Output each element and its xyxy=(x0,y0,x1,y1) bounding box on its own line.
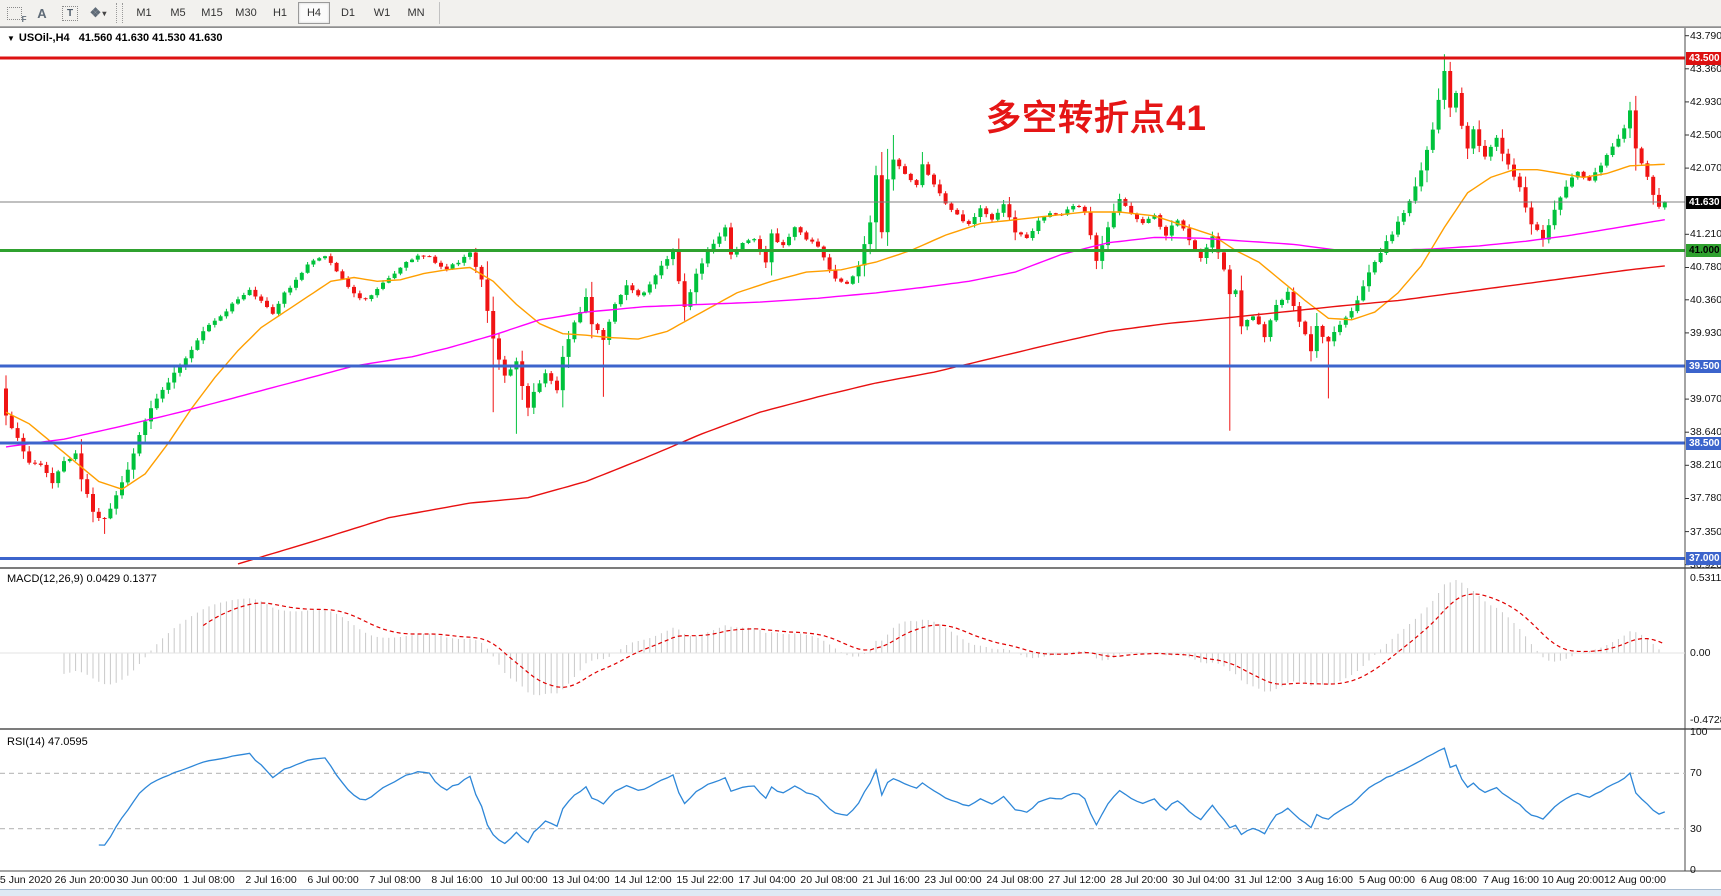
toolbar: F A T ❖ ▾ M1 M5 M15 M30 H1 H4 D1 W1 MN xyxy=(0,0,1721,27)
tf-button-m5[interactable]: M5 xyxy=(170,7,186,19)
rsi-line xyxy=(98,747,1666,846)
tf-button-h1[interactable]: H1 xyxy=(272,7,288,19)
toolbar-separator xyxy=(116,3,123,23)
tf-button-d1[interactable]: D1 xyxy=(340,7,356,19)
tf-button-m1[interactable]: M1 xyxy=(136,7,152,19)
toolbar-divider xyxy=(439,2,440,24)
macd-signal-line xyxy=(202,593,1666,689)
timeframe-button-group: M1 M5 M15 M30 H1 H4 D1 W1 MN xyxy=(127,2,433,24)
text-box-glyph: T xyxy=(62,5,78,21)
objects-icon[interactable]: ❖ ▾ xyxy=(86,3,110,23)
objects-glyph: ❖ xyxy=(89,5,102,20)
tf-button-w1[interactable]: W1 xyxy=(373,7,391,19)
macd-histogram xyxy=(63,580,1666,696)
tf-button-h4[interactable]: H4 xyxy=(298,2,330,24)
font-a-icon[interactable]: A xyxy=(37,5,47,21)
dropdown-caret-icon[interactable]: ▾ xyxy=(102,8,107,18)
panel-separator[interactable] xyxy=(0,567,1721,569)
chart-svg xyxy=(0,28,1721,896)
tf-button-mn[interactable]: MN xyxy=(407,7,425,19)
chart-plot-area[interactable]: ▼ USOil-,H4 41.560 41.630 41.530 41.630 M… xyxy=(0,27,1721,896)
chart-grid-f-icon[interactable]: F xyxy=(2,3,27,24)
dotted-grid-glyph: F xyxy=(6,6,27,24)
ma-slow-red xyxy=(237,265,1665,565)
status-strip xyxy=(0,889,1721,896)
panel-separator[interactable] xyxy=(0,728,1721,730)
chart-graphics[interactable] xyxy=(0,28,1721,896)
text-box-icon[interactable]: T xyxy=(58,3,82,23)
tf-button-m30[interactable]: M30 xyxy=(235,7,257,19)
tf-button-m15[interactable]: M15 xyxy=(201,7,223,19)
